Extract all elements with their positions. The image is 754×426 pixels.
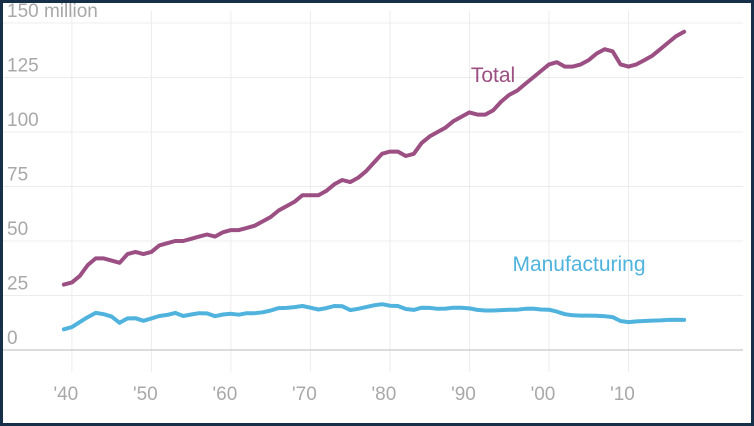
- y-tick-label: 100: [7, 110, 39, 131]
- x-tick-label: '40: [53, 384, 78, 405]
- y-tick-label: 125: [7, 56, 39, 77]
- employment-line-chart: 0 25 50 75 100 125 150 million '40 '50 '60 '70 '80…: [3, 3, 743, 405]
- series-line-total: [61, 29, 687, 287]
- x-tick-label: '00: [531, 384, 556, 405]
- y-tick-label: 75: [7, 165, 28, 186]
- y-tick-label: 50: [7, 219, 28, 240]
- x-tick-label: '50: [133, 384, 158, 405]
- y-tick-label: 25: [7, 274, 28, 295]
- series-label-manufacturing: Manufacturing: [512, 253, 645, 276]
- y-axis-tick-labels: 0 25 50 75 100 125 150 million: [7, 3, 98, 349]
- x-axis-tick-labels: '40 '50 '60 '70 '80 '90 '00 '10: [53, 384, 634, 405]
- series-line-manufacturing: [61, 302, 687, 332]
- x-tick-label: '70: [292, 384, 317, 405]
- x-tick-label: '90: [451, 384, 476, 405]
- x-tick-label: '80: [372, 384, 397, 405]
- y-tick-label: 150 million: [7, 3, 98, 22]
- grid: [3, 11, 743, 372]
- y-tick-label: 0: [7, 328, 18, 349]
- x-tick-label: '10: [610, 384, 635, 405]
- series-label-total: Total: [471, 64, 515, 87]
- series-lines: [61, 29, 687, 332]
- x-tick-label: '60: [213, 384, 238, 405]
